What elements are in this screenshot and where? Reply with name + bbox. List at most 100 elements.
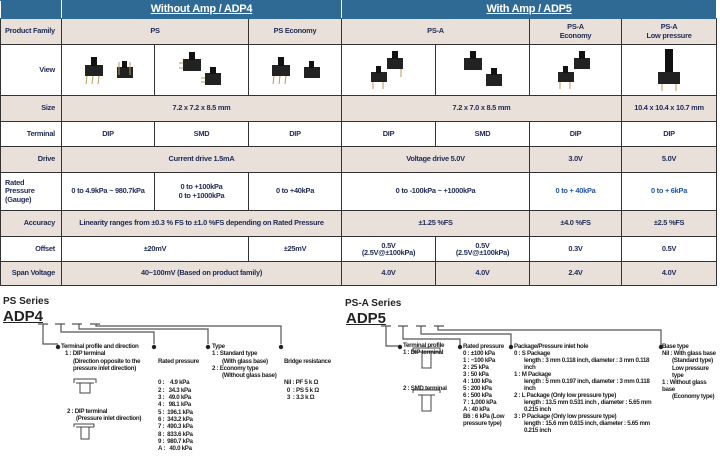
cell-line: 0 to +100kPa (180, 181, 223, 191)
option: 2 : 25 kPa (463, 364, 489, 371)
cell: DIP (621, 121, 718, 147)
row-label: Terminal (0, 121, 62, 147)
product-image-psa-smd (435, 44, 531, 96)
product-image-ps-dip (61, 44, 155, 96)
option: A : 40 kPa (463, 406, 490, 413)
row-product-family: Product Family PS PS Economy PS-A PS-A E… (0, 18, 718, 45)
option: 1 : Without glass base (662, 379, 707, 394)
product-image-ps-smd (154, 44, 249, 96)
option: 1 : Standard type (212, 350, 258, 358)
option: 0 : S Package (514, 350, 550, 357)
field-title: Terminal profile and direction (61, 343, 139, 350)
cell: DIP (247, 121, 343, 147)
cell: DIP (61, 121, 155, 147)
cell: ±2.5 %FS (621, 210, 718, 237)
row-size: Size 7.2 x 7.2 x 8.5 mm 7.2 x 7.0 x 8.5 … (0, 95, 718, 122)
cell: ±25mV (247, 236, 343, 262)
option: 5 : 200 kPa (463, 385, 492, 392)
option: 7 : 1,000 kPa (463, 399, 497, 406)
field-title: Package/Pressure inlet hole (514, 343, 589, 350)
row-terminal: Terminal DIP SMD DIP DIP SMD DIP DIP (0, 121, 718, 147)
terminal-diagrams (73, 347, 441, 440)
cell: 3.0V (529, 146, 623, 173)
cell-line: 0.5V (381, 240, 396, 250)
cell: Current drive 1.5mA (60, 146, 343, 173)
cell: PS (61, 18, 249, 45)
option: Nil : With glass base (662, 350, 716, 358)
adp5-terminal-2: 2 : SMD terminal (403, 385, 447, 392)
spec-table: Without Amp / ADP4 With Amp / ADP5 Produ… (0, 0, 718, 286)
option: 1 : M Package (514, 371, 552, 378)
psa-series-title: PS-A Series (345, 298, 402, 309)
cell: DIP (341, 121, 437, 147)
adp4-terminal-2: 2 : DIP terminal (Pressure inlet directi… (67, 408, 141, 423)
row-label: Product Family (0, 18, 62, 45)
product-image-ps-economy (247, 44, 343, 96)
option: B6 : 6 kPa (Low pressure type) (463, 413, 505, 427)
option: length : 5 mm 0.197 inch, diameter : 3 m… (524, 378, 650, 392)
option: 3 : 49.0 kPa (158, 394, 191, 402)
adp5-terminal: Terminal profile 1 : DIP terminal (403, 342, 445, 357)
cell: SMD (435, 121, 531, 147)
field-title: Terminal profile (403, 342, 445, 349)
field-title: Type (212, 343, 225, 350)
cell: ±4.0 %FS (529, 210, 623, 237)
option: 3 : 3.3 k Ω (284, 394, 315, 402)
option: Low pressure type (672, 364, 709, 379)
option: length : 15.6 mm 0.615 inch, diameter : … (524, 420, 650, 434)
option: 2 : 34.3 kPa (158, 386, 191, 394)
option: (With glass base) (222, 357, 268, 365)
row-label: Offset (0, 236, 62, 262)
option: 2 : Economy type (212, 364, 259, 372)
cell-line: (2.5V@±100kPa) (361, 248, 416, 257)
option: 2 : DIP terminal (67, 408, 108, 415)
option: 0 : 4.9 kPa (158, 379, 190, 387)
row-view: View (0, 44, 718, 96)
cell-line: (2.5V@±100kPa) (455, 248, 510, 257)
row-label: Size (0, 95, 62, 122)
option-note: (Direction opposite to the (73, 357, 141, 365)
option: 0 : ±100 kPa (463, 350, 495, 357)
option: 1 : DIP terminal (65, 350, 106, 358)
option: 4 : 98.1 kPa (158, 401, 191, 409)
cell: PS Economy (247, 18, 343, 45)
option: 0 : PS 5 k Ω (284, 386, 319, 394)
row-drive: Drive Current drive 1.5mA Voltage drive … (0, 146, 718, 173)
cell: 4.0V (435, 261, 531, 286)
cell: 7.2 x 7.2 x 8.5 mm (60, 95, 343, 122)
cell: PS-A Economy (529, 18, 623, 45)
row-label: Drive (0, 146, 62, 173)
row-offset: Offset ±20mV ±25mV 0.5V (2.5V@±100kPa) 0.… (0, 236, 718, 262)
option: 3 : P Package (Only low pressure type) (514, 413, 617, 420)
part-number-connector-lines (38, 323, 664, 440)
cell: 4.0V (341, 261, 437, 286)
cell: 10.4 x 10.4 x 10.7 mm (621, 95, 718, 122)
product-image-psa-economy (529, 44, 623, 96)
product-image-psa-dip (341, 44, 437, 96)
row-label: Span Voltage (0, 261, 62, 286)
cell: PS-A Low pressure (621, 18, 718, 45)
option-note: (Pressure inlet direction) (76, 415, 142, 423)
without-amp-header: Without Amp / ADP4 (60, 0, 343, 19)
ps-series-title: PS Series (3, 296, 50, 307)
product-image-psa-low (621, 44, 718, 96)
option: Nil : PF 5 k Ω (284, 379, 319, 387)
option: length : 13.5 mm 0.531 inch , diameter :… (524, 399, 652, 413)
adp4-model: ADP4 (3, 308, 44, 325)
option: 7 : 490.3 kPa (158, 423, 193, 431)
adp5-base-type: Base type Nil : With glass base (Standar… (662, 343, 719, 401)
adp4-rated-pressure: Rated pressure 0 : 4.9 kPa 2 : 34.3 kPa 3 … (158, 343, 199, 460)
option: 1 : −100 kPa (463, 357, 496, 364)
cell: 0 to 4.9kPa ~ 980.7kPa (61, 172, 155, 211)
cell: 0 to +100kPa 0 to +1000kPa (154, 172, 249, 211)
cell: Voltage drive 5.0V (341, 146, 531, 173)
cell: PS-A (341, 18, 531, 45)
cell: 0.5V (2.5V@±100kPa) (341, 236, 437, 262)
with-amp-header: With Amp / ADP5 (341, 0, 718, 19)
cell: 0.5V (2.5V@±100kPa) (435, 236, 531, 262)
cell-line: 0 to +1000kPa (178, 190, 225, 200)
cell: Linearity ranges from ±0.3 % FS to ±1.0 … (60, 210, 343, 237)
cell: 2.4V (529, 261, 623, 286)
cell: 0 to -100kPa ~ +1000kPa (341, 172, 531, 211)
option: 5 : 196.1 kPa (158, 408, 193, 416)
